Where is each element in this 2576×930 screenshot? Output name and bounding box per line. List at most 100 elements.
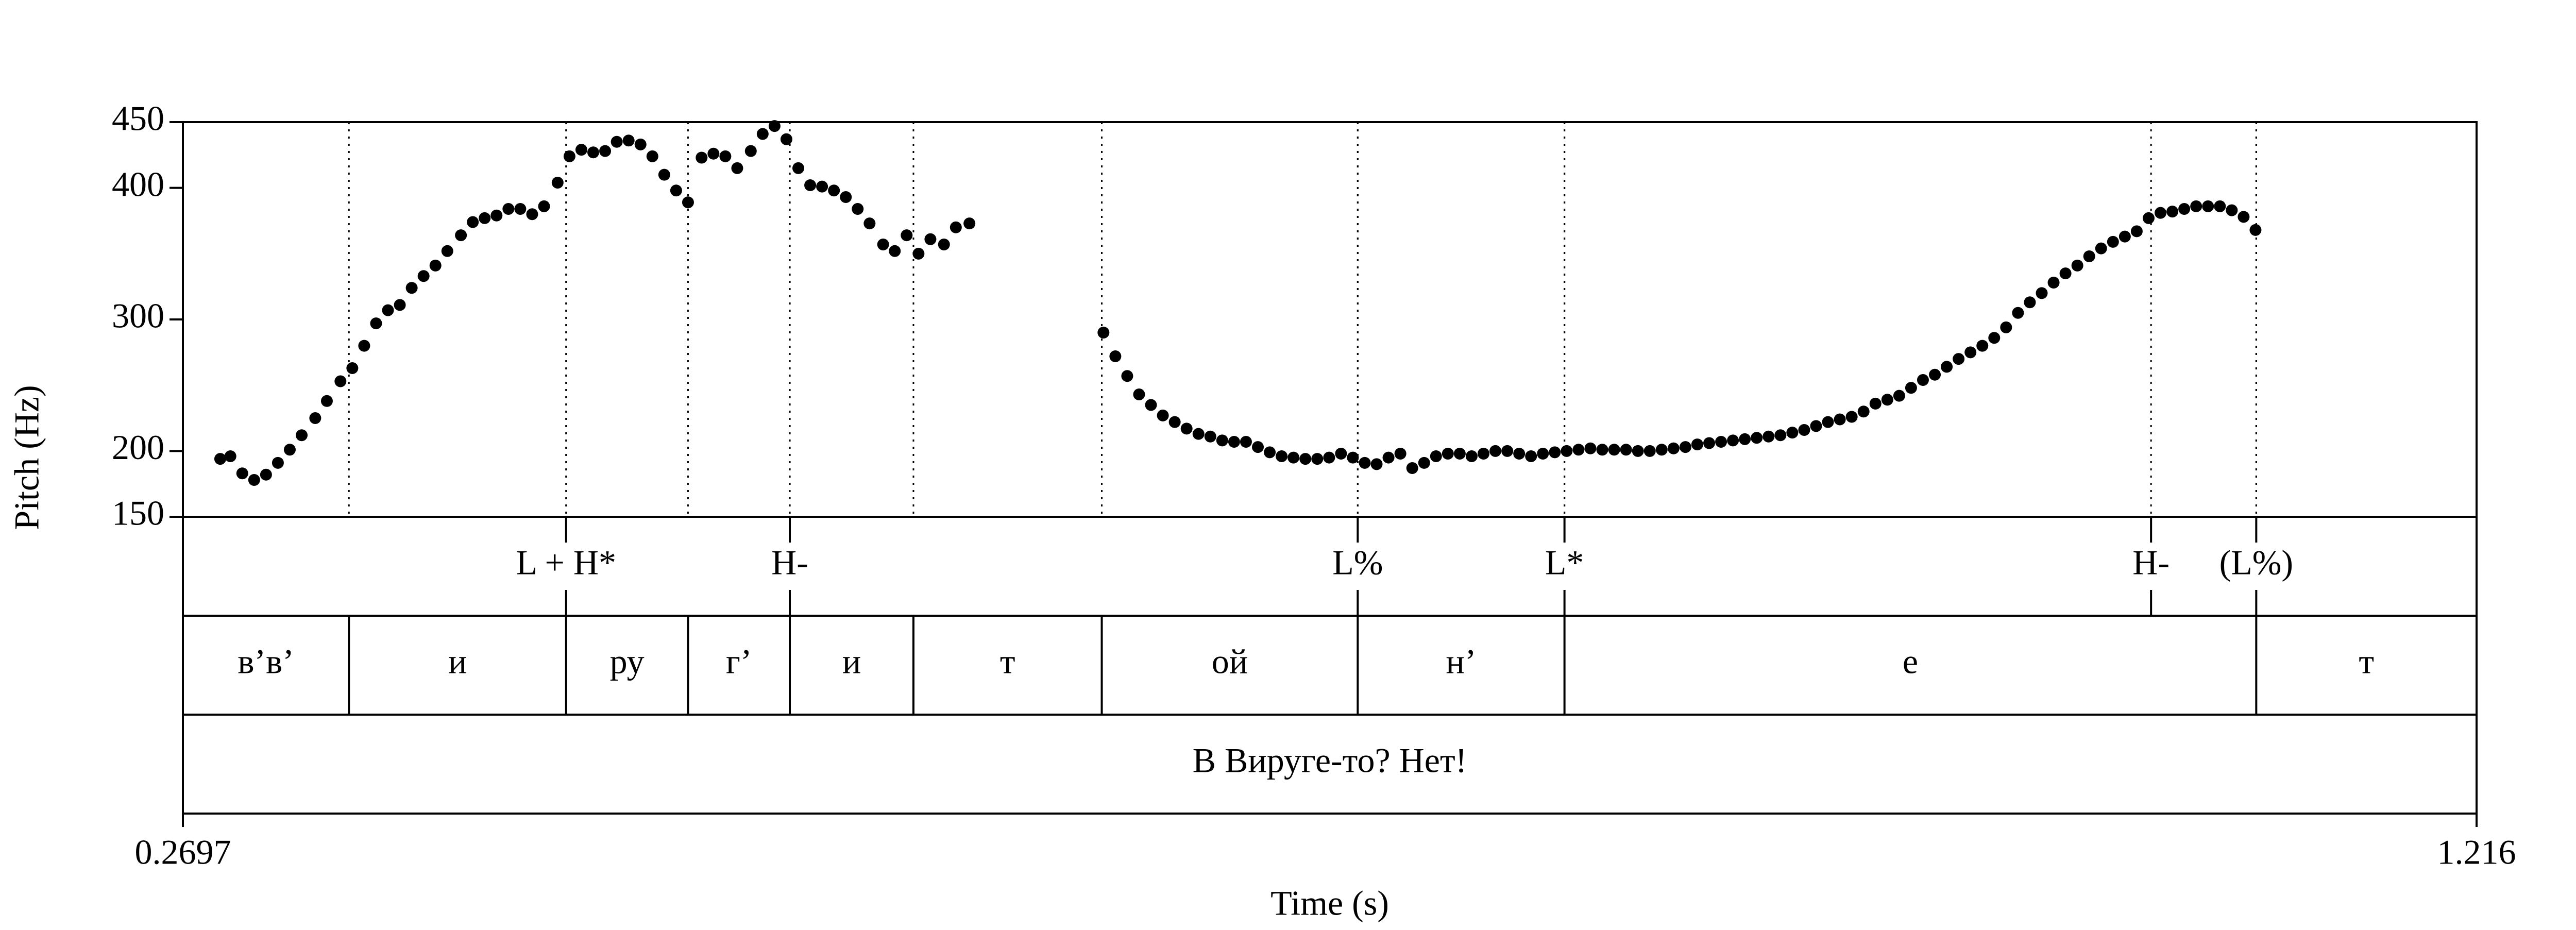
pitch-point — [599, 145, 612, 157]
point-label: L% — [1332, 543, 1383, 582]
pitch-point — [575, 144, 587, 156]
pitch-point — [1881, 394, 1893, 406]
pitch-point — [1216, 434, 1228, 447]
pitch-point — [334, 375, 347, 387]
pitch-point — [670, 184, 682, 197]
pitch-point — [1418, 456, 1430, 469]
y-tick-label: 150 — [112, 494, 164, 533]
pitch-point — [1941, 361, 1953, 373]
pitch-point — [1109, 350, 1122, 362]
pitch-point — [370, 317, 382, 330]
pitch-point — [1145, 399, 1157, 411]
pitch-point — [1335, 447, 1347, 460]
pitch-point — [840, 191, 852, 204]
pitch-point — [938, 238, 950, 250]
pitch-point — [1572, 444, 1585, 456]
pitch-point — [1834, 413, 1846, 426]
pitch-point — [479, 212, 491, 224]
pitch-point — [696, 151, 708, 164]
pitch-point — [2119, 230, 2131, 243]
pitch-point — [405, 282, 418, 294]
pitch-point — [1501, 445, 1514, 457]
pitch-point — [1240, 435, 1252, 448]
pitch-point — [2249, 224, 2262, 236]
interval-label: т — [1000, 642, 1015, 681]
pitch-point — [2107, 235, 2119, 248]
pitch-point — [1822, 416, 1834, 428]
pitch-point — [1264, 446, 1276, 459]
pitch-point — [2000, 321, 2012, 333]
interval-label: и — [842, 642, 861, 681]
pitch-point — [2071, 259, 2083, 272]
pitch-point — [1478, 447, 1490, 460]
pitch-point — [236, 467, 248, 480]
pitch-point — [1323, 451, 1335, 464]
point-label: (L%) — [2219, 543, 2293, 582]
point-label: H- — [2132, 543, 2170, 582]
pitch-point — [863, 217, 876, 230]
pitch-point — [756, 128, 769, 140]
pitch-point — [634, 138, 647, 150]
pitch-point — [346, 362, 359, 374]
pitch-point — [1276, 450, 1288, 463]
pitch-point — [1679, 441, 1691, 453]
pitch-point — [1299, 453, 1312, 465]
pitch-point — [417, 270, 430, 282]
pitch-point — [2166, 206, 2179, 218]
pitch-point — [502, 203, 515, 215]
pitch-point — [1786, 427, 1799, 439]
pitch-point — [441, 245, 453, 257]
pitch-point — [1513, 447, 1526, 460]
x-tick-label: 0.2697 — [135, 833, 231, 872]
pitch-point — [455, 229, 467, 242]
x-tick-label: 1.216 — [2437, 833, 2516, 872]
plot-frame — [182, 121, 2478, 815]
pitch-point — [1643, 445, 1656, 457]
pitch-point — [912, 247, 925, 260]
pitch-point — [358, 340, 370, 352]
pitch-point — [2202, 200, 2214, 212]
pitch-point — [1632, 445, 1644, 457]
pitch-point — [1762, 430, 1775, 443]
pitch-point — [1845, 411, 1858, 423]
pitch-point — [1430, 450, 1442, 463]
pitch-point — [2083, 250, 2095, 262]
pitch-point — [1905, 382, 1917, 394]
pitch-point — [2142, 212, 2155, 224]
pitch-point — [780, 133, 792, 145]
pitch-point — [1382, 451, 1395, 464]
pitch-point — [382, 304, 394, 316]
pitch-point — [538, 200, 550, 212]
pitch-point — [283, 444, 296, 456]
pitch-point — [1869, 397, 1882, 410]
interval-label: В Вируге-то? Нет! — [1193, 741, 1467, 780]
pitch-point — [889, 245, 901, 257]
pitch-point — [2178, 203, 2191, 215]
pitch-point — [2059, 267, 2072, 280]
pitch-point — [1442, 447, 1454, 460]
pitch-point — [877, 238, 889, 250]
pitch-point — [214, 453, 226, 465]
pitch-point — [622, 134, 635, 147]
pitch-point — [1192, 428, 1205, 440]
pitch-point — [852, 203, 864, 215]
y-tick-label: 200 — [112, 428, 164, 467]
pitch-point — [1121, 370, 1133, 382]
pitch-point — [1157, 409, 1169, 421]
pitch-point — [1727, 434, 1739, 447]
pitch-point — [1810, 420, 1822, 432]
pitch-point — [1988, 332, 2001, 344]
pitch-point — [719, 150, 732, 162]
pitch-point — [646, 150, 658, 162]
pitch-point — [1715, 435, 1727, 448]
pitch-point — [320, 395, 333, 407]
pitch-point — [924, 233, 937, 245]
pitch-point — [1359, 456, 1371, 469]
pitch-point — [526, 208, 538, 221]
pitch-point — [1180, 422, 1193, 435]
pitch-point — [2047, 277, 2060, 289]
interval-label: в’в’ — [238, 642, 294, 681]
pitch-point — [1584, 442, 1597, 454]
pitch-point — [816, 180, 828, 193]
